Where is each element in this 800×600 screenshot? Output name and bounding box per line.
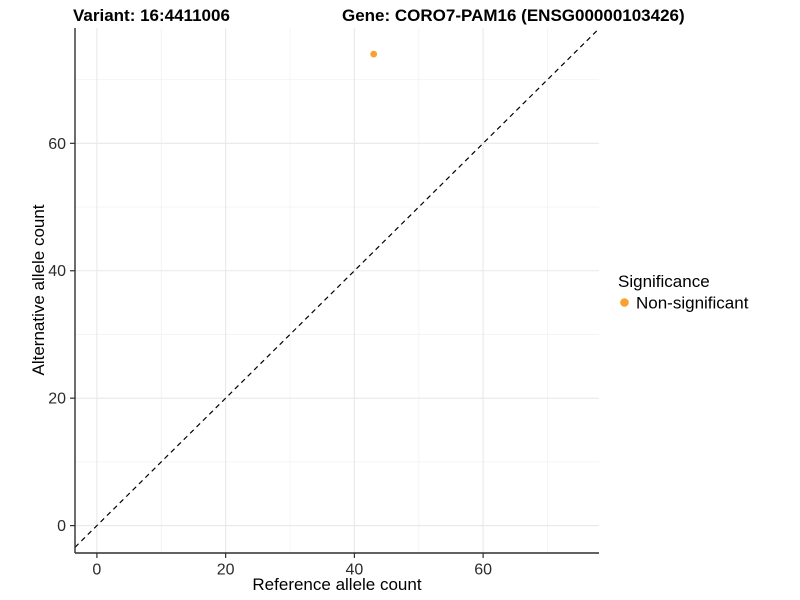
axes: 0 20 40 60 0 20 40 60 [48, 28, 599, 579]
identity-dashed-line [74, 28, 600, 548]
y-tick-label: 0 [57, 518, 66, 535]
data-points [370, 50, 378, 58]
x-tick-label: 60 [474, 562, 492, 579]
x-tick-label: 40 [345, 562, 363, 579]
x-tick-label: 20 [217, 562, 235, 579]
x-axis-title: Reference allele count [252, 575, 421, 594]
legend-title: Significance [618, 272, 710, 291]
legend-swatch-nonsignificant-icon [620, 298, 629, 307]
data-point [370, 50, 378, 58]
y-tick-label: 20 [48, 391, 66, 408]
identity-line-layer [74, 28, 600, 548]
x-tick-label: 0 [92, 562, 101, 579]
plot-title-variant: Variant: 16:4411006 [73, 6, 230, 25]
legend-item-label: Non-significant [636, 294, 749, 313]
y-axis-title: Alternative allele count [29, 204, 48, 375]
plot-title-gene: Gene: CORO7-PAM16 (ENSG00000103426) [342, 6, 685, 25]
legend: Significance Non-significant [618, 272, 749, 313]
gridlines [75, 28, 599, 553]
y-tick-label: 40 [48, 263, 66, 280]
y-tick-label: 60 [48, 136, 66, 153]
